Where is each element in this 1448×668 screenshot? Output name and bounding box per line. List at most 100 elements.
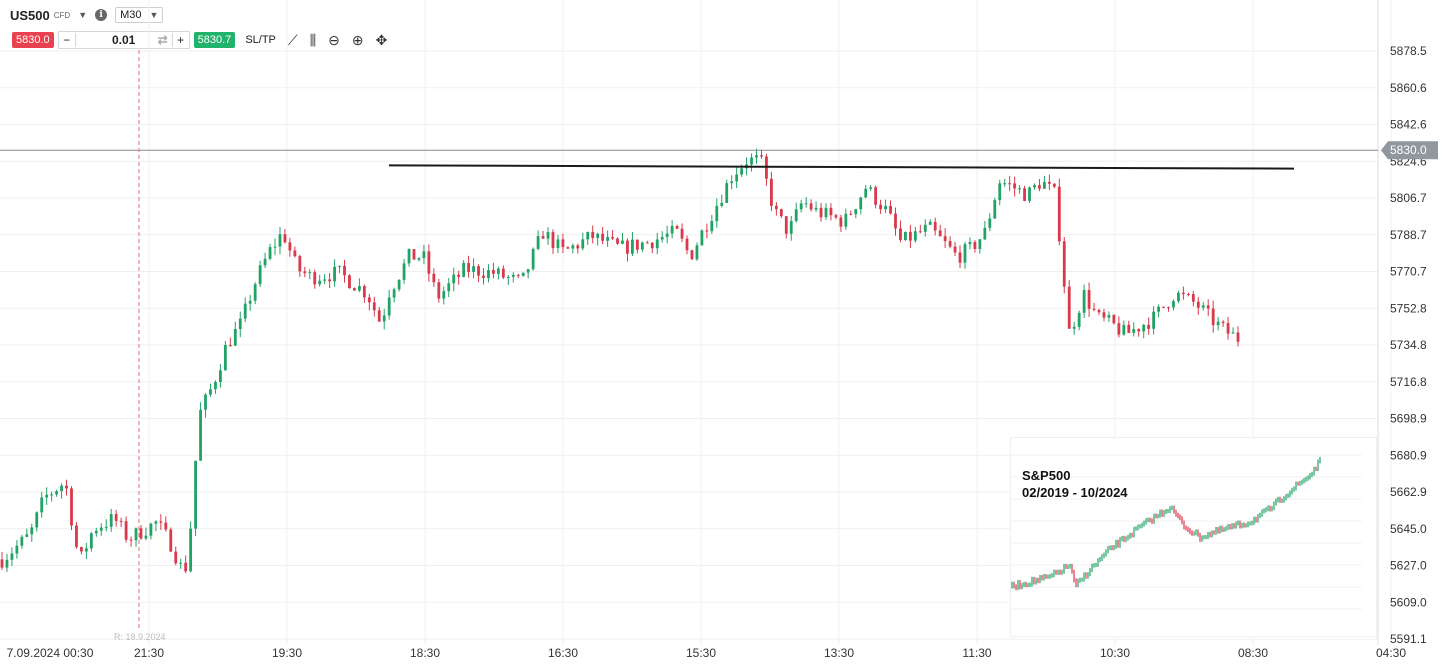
candle-body (477, 266, 480, 276)
candle-body (20, 536, 24, 546)
candle-body (933, 221, 937, 231)
candle-body (75, 525, 78, 548)
candle-body (576, 245, 580, 249)
candle-body (343, 265, 346, 276)
crosshair-icon[interactable]: ✥ (375, 31, 388, 48)
candle-body (1117, 323, 1121, 335)
candle-body (422, 251, 426, 259)
quantity-minus-button[interactable]: − (59, 33, 76, 47)
candle-body (581, 239, 585, 249)
candle-body (1043, 181, 1046, 189)
candle-body (1147, 324, 1151, 329)
current-price-label: 5830.0 (1390, 143, 1427, 157)
candle-body (109, 514, 113, 527)
candle-body (774, 205, 778, 210)
candle-body (472, 266, 475, 272)
line-chart-icon[interactable]: ⟋ (287, 31, 298, 48)
candle-body (15, 545, 19, 554)
crosshair-date-label: R: 18.9.2024 (114, 632, 166, 642)
candle-body (40, 497, 44, 513)
candle-body (80, 547, 83, 552)
candle-body (1047, 181, 1051, 184)
candles-icon[interactable]: ⫼ (309, 31, 317, 48)
candle-body (760, 155, 763, 157)
resistance-line[interactable] (388, 164, 1295, 170)
candle-body (601, 233, 605, 241)
candle-body (819, 207, 823, 218)
candle-body (606, 237, 609, 241)
time-tick-label: 19:30 (272, 646, 302, 660)
candle-body (1097, 309, 1101, 313)
candle-body (124, 521, 128, 540)
buy-button[interactable]: 5830.7 (193, 32, 236, 48)
candle-body (546, 232, 550, 239)
candle-body (243, 303, 247, 319)
inset-subtitle: 02/2019 - 10/2024 (1022, 485, 1128, 500)
sell-button[interactable]: 5830.0 (12, 32, 54, 48)
candle-body (769, 178, 773, 206)
price-tick-label: 5645.0 (1390, 522, 1427, 536)
candle-body (94, 530, 98, 534)
candle-body (179, 562, 183, 564)
time-axis: 7.09.2024 00:30 21:30 19:30 18:30 16:30 15:30… (7, 646, 1407, 660)
candle-body (25, 534, 29, 537)
candle-body (278, 234, 282, 247)
candle-body (908, 231, 912, 241)
candle-body (377, 310, 381, 322)
price-axis: 5878.55860.65842.65824.65806.75788.75770… (1390, 44, 1427, 646)
candle-body (640, 242, 644, 250)
candle-body (631, 239, 634, 254)
candle-body (993, 200, 997, 219)
time-tick-label: 11:30 (962, 646, 991, 660)
current-price-badge: 5830.0 (1381, 141, 1438, 160)
chevron-down-icon: ▼ (149, 10, 159, 20)
candle-body (447, 283, 451, 292)
candle-body (561, 239, 565, 248)
candle-body (973, 241, 977, 249)
candle-body (566, 247, 570, 249)
sltp-button[interactable]: SL/TP (245, 34, 276, 46)
candle-body (1008, 183, 1012, 185)
candle-body (372, 302, 376, 311)
candle-body (263, 258, 267, 266)
candle-body (298, 256, 302, 272)
symbol-name[interactable]: US500 (10, 7, 50, 23)
symbol-dropdown-icon[interactable]: ▼ (78, 10, 88, 20)
candle-body (1018, 188, 1021, 190)
time-tick-label: 04:30 (1376, 646, 1406, 660)
candle-body (874, 187, 878, 205)
candle-body (407, 249, 411, 264)
candle-body (869, 187, 873, 189)
candle-body (1167, 307, 1170, 309)
quantity-plus-button[interactable]: + (171, 33, 189, 47)
time-tick-label: 16:30 (548, 646, 578, 660)
candle-body (10, 553, 14, 560)
candle-body (437, 282, 441, 299)
candle-body (1216, 321, 1220, 326)
candle-body (839, 217, 843, 227)
candle-body (318, 280, 322, 285)
candle-body (70, 488, 73, 526)
info-icon[interactable]: i (95, 9, 108, 21)
swap-icon[interactable]: ⇄ (157, 33, 168, 47)
candle-body (248, 300, 252, 304)
candle-body (531, 248, 535, 270)
candle-body (1082, 290, 1086, 313)
candle-body (670, 225, 674, 234)
candle-body (134, 528, 138, 541)
candle-body (521, 272, 525, 276)
candle-body (268, 247, 272, 259)
toolbar-row2: 5830.0 − 0.01 ⇄ + 5830.7 SL/TP ⟋ ⫼ ⊖ ⊕ ✥ (12, 31, 387, 49)
zoom-out-icon[interactable]: ⊖ (328, 31, 340, 48)
candle-body (412, 249, 416, 260)
candle-body (1102, 312, 1106, 318)
zoom-in-icon[interactable]: ⊕ (351, 31, 364, 48)
candle-body (715, 205, 719, 222)
timeframe-select[interactable]: M30 ▼ (115, 7, 164, 23)
candle-body (5, 559, 9, 568)
candle-body (1028, 187, 1031, 201)
quantity-input[interactable]: 0.01 ⇄ (76, 33, 172, 47)
candle-body (1023, 188, 1026, 201)
candle-body (705, 230, 709, 232)
